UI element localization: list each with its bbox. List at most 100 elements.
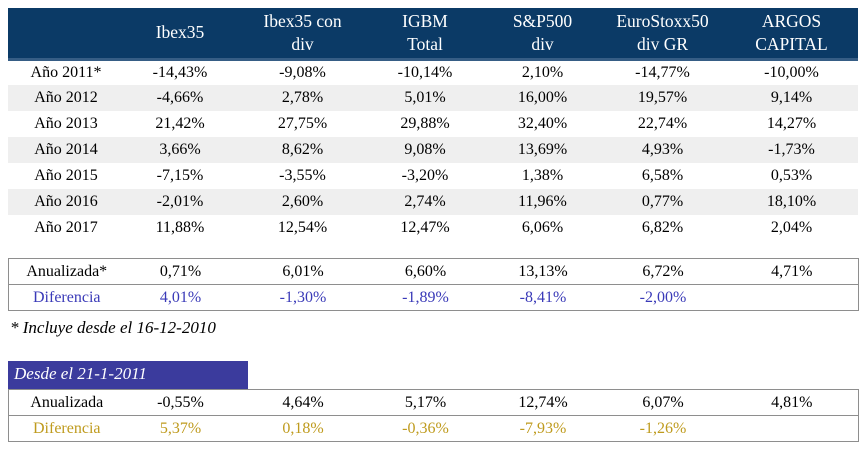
row-label: Diferencia [8,284,121,311]
value-cell: 2,78% [281,89,324,106]
value-cell: 12,74% [518,393,568,411]
value-cell: 14,27% [766,115,817,132]
value-cell: -3,55% [279,167,326,184]
value-cell: 18,10% [766,193,817,210]
table-row: Año 2015 -7,15% -3,55% -3,20% 1,38% 6,58% 0,53… [8,163,858,189]
row-label: Año 2012 [34,89,98,106]
column-header: EuroStoxx50 div GR [600,8,725,61]
value-cell: 3,66% [159,141,201,158]
column-header: ARGOS CAPITAL [725,8,858,61]
value-cell: 0,53% [770,167,813,184]
column-header: Ibex35 con div [240,8,365,61]
value-cell: 1,38% [521,167,564,184]
row-label: Diferencia [8,415,121,442]
column-header-empty [8,8,120,61]
annualized-summary-table: Anualizada* 0,71% 6,01% 6,60% 13,13% 6,72% 4,7… [8,258,859,311]
value-cell: 2,10% [521,63,564,81]
value-cell: 12,54% [277,219,328,236]
value-cell: 8,62% [281,141,324,158]
value-cell: 11,88% [155,219,205,236]
value-cell: 13,69% [517,141,568,158]
returns-table: Ibex35 Ibex35 con div IGBM Total S&P500 div… [8,8,858,241]
value-cell: -14,77% [635,63,690,81]
value-cell: 4,64% [282,393,324,411]
row-label: Anualizada* [26,262,108,280]
table-row: Año 2017 11,88% 12,54% 12,47% 6,06% 6,82% 2,04… [8,215,858,241]
value-cell: -2,01% [156,193,204,210]
table-row: Anualizada -0,55% 4,64% 5,17% 12,74% 6,07% 4,8… [9,390,859,416]
value-cell: 19,57% [637,89,688,106]
value-cell: -9,08% [279,63,326,81]
value-cell: 6,01% [282,262,324,280]
value-cell: 6,06% [521,219,564,236]
value-cell: 22,74% [637,115,688,132]
value-cell: 5,37% [120,415,241,442]
row-label: Año 2014 [34,141,98,158]
value-cell: -0,55% [157,393,204,411]
value-cell: 6,07% [642,393,684,411]
value-cell: 2,60% [281,193,324,210]
row-label: Anualizada [30,393,104,411]
value-cell: 5,17% [404,393,447,411]
since-2011-table: Anualizada -0,55% 4,64% 5,17% 12,74% 6,07% 4,8… [8,389,859,442]
value-cell: -1,26% [600,415,726,442]
value-cell: 0,77% [641,193,684,210]
value-cell: -4,66% [156,89,204,106]
value-cell: -3,20% [401,167,449,184]
table-row: Año 2012 -4,66% 2,78% 5,01% 16,00% 19,57% 9,14… [8,85,858,111]
value-cell: -1,30% [240,284,366,311]
report-page: Ibex35 Ibex35 con div IGBM Total S&P500 div… [8,8,859,442]
value-cell: -1,89% [365,284,486,311]
table-row: Diferencia 5,37% 0,18% -0,36% -7,93% -1,26% [8,415,859,442]
column-header: IGBM Total [365,8,485,61]
value-cell: 6,72% [642,262,684,280]
row-label: Año 2017 [34,219,98,236]
value-cell: 12,47% [400,219,450,236]
table-row: Año 2016 -2,01% 2,60% 2,74% 11,96% 0,77% 18,10… [8,189,858,215]
value-cell: 4,01% [120,284,241,311]
row-label: Año 2013 [34,115,98,132]
value-cell: -10,00% [764,63,819,81]
value-cell: -14,43% [152,63,208,81]
value-cell: 6,58% [641,167,684,184]
value-cell: 27,75% [277,115,328,132]
row-label: Año 2015 [34,167,98,184]
value-cell: 2,74% [404,193,446,210]
value-cell: 16,00% [517,89,568,106]
table-row: Diferencia 4,01% -1,30% -1,89% -8,41% -2,00% [8,284,859,311]
value-cell: 0,18% [240,415,366,442]
value-cell: -0,36% [365,415,486,442]
value-cell: 5,01% [404,89,446,106]
row-label: Año 2011* [30,63,102,81]
value-cell: 6,60% [404,262,447,280]
value-cell: -2,00% [600,284,726,311]
value-cell: 11,96% [518,193,567,210]
value-cell: 6,82% [641,219,684,236]
value-cell: 4,81% [771,393,813,411]
column-header: S&P500 div [485,8,600,61]
value-cell: 32,40% [517,115,568,132]
header-row: Ibex35 Ibex35 con div IGBM Total S&P500 div… [8,8,858,61]
value-cell: 4,93% [641,141,684,158]
value-cell [725,415,859,442]
value-cell: 9,08% [404,141,446,158]
value-cell: 29,88% [400,115,450,132]
value-cell [725,284,859,311]
table-row: Año 2014 3,66% 8,62% 9,08% 13,69% 4,93% -1,73% [8,137,858,163]
table-row: Año 2013 21,42% 27,75% 29,88% 32,40% 22,74% 14… [8,111,858,137]
value-cell: -10,14% [397,63,453,81]
value-cell: 9,14% [770,89,813,106]
value-cell: 0,71% [159,262,202,280]
value-cell: -7,15% [156,167,204,184]
value-cell: 2,04% [770,219,813,236]
value-cell: 4,71% [771,262,813,280]
value-cell: 21,42% [155,115,205,132]
since-date-banner: Desde el 21-1-2011 [8,361,248,389]
row-label: Año 2016 [34,193,98,210]
table-row: Anualizada* 0,71% 6,01% 6,60% 13,13% 6,72% 4,7… [9,259,859,285]
value-cell: -7,93% [485,415,601,442]
value-cell: 13,13% [518,262,568,280]
table-row: Año 2011* -14,43% -9,08% -10,14% 2,10% -14,77… [8,59,858,85]
value-cell: -8,41% [485,284,601,311]
footnote: * Incluye desde el 16-12-2010 [10,318,216,337]
